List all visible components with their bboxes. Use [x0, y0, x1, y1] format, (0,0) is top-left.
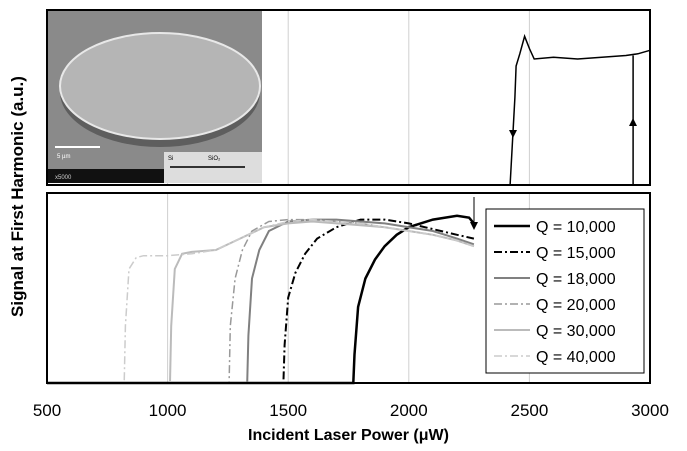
- x-axis-label: Incident Laser Power (μW): [248, 427, 449, 444]
- x-tick-label: 3000: [631, 401, 669, 420]
- legend-label: Q = 18,000: [536, 271, 616, 288]
- legend-label: Q = 20,000: [536, 297, 616, 314]
- legend-label: Q = 40,000: [536, 349, 616, 366]
- x-tick-label: 1500: [269, 401, 307, 420]
- chart: 5 µm Si SiO₂ x5000 500 1000 1500 2000 2500 30…: [0, 0, 687, 446]
- magnification-label: x5000: [55, 175, 72, 181]
- inset-image: 5 µm Si SiO₂ x5000: [48, 11, 262, 183]
- scale-label: 5 µm: [57, 154, 70, 160]
- x-tick-label: 500: [33, 401, 61, 420]
- disk: [60, 33, 260, 139]
- inset-label: Si: [168, 156, 173, 162]
- legend-label: Q = 10,000: [536, 219, 616, 236]
- x-tick-label: 2500: [510, 401, 548, 420]
- inset-label: SiO₂: [208, 156, 221, 162]
- legend: Q = 10,000 Q = 15,000 Q = 18,000 Q = 20,000…: [486, 209, 644, 373]
- legend-label: Q = 15,000: [536, 245, 616, 262]
- y-axis-label: Signal at First Harmonic (a.u.): [8, 76, 27, 317]
- legend-label: Q = 30,000: [536, 323, 616, 340]
- x-tick-label: 1000: [149, 401, 187, 420]
- x-tick-label: 2000: [390, 401, 428, 420]
